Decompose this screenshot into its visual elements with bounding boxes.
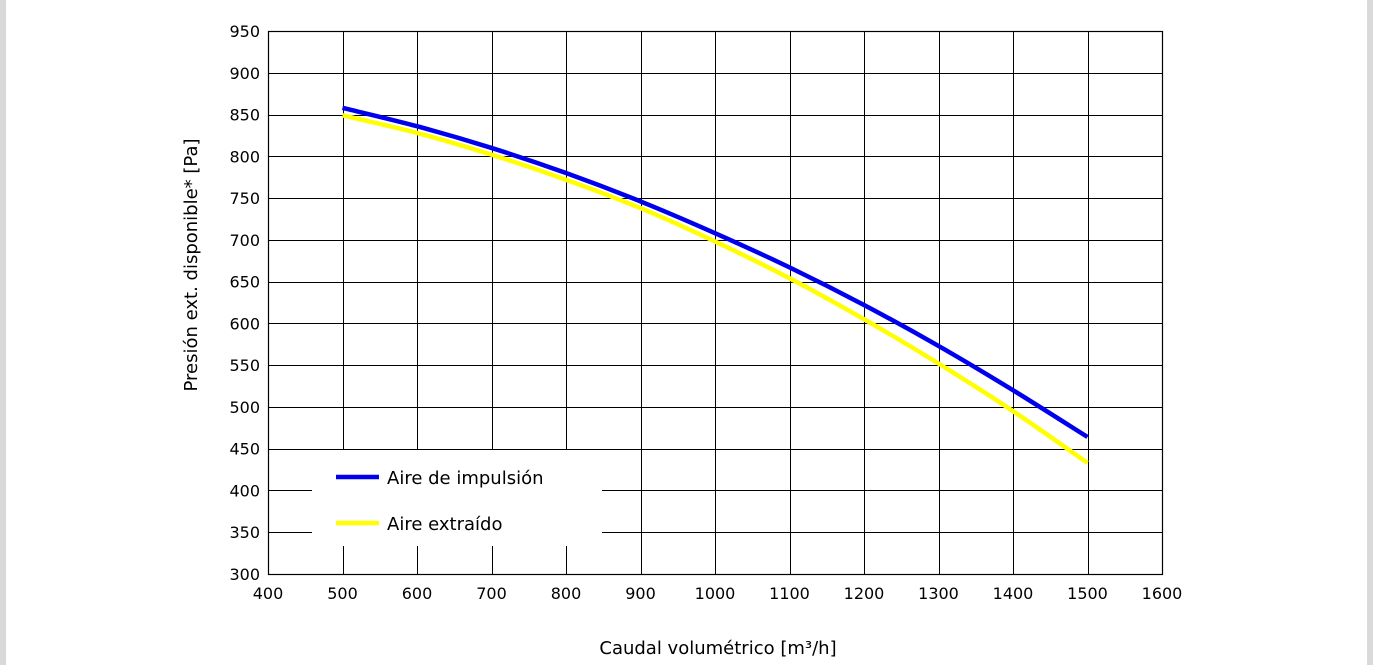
legend-label-impulsion: Aire de impulsión: [387, 468, 544, 489]
series-line-0: [341, 105, 1089, 439]
plot-border: [267, 30, 1164, 576]
x-tick-label: 400: [253, 584, 284, 603]
y-tick-label: 800: [229, 147, 260, 166]
series-line-1: [341, 113, 1089, 465]
tick-labels: 400 500 600 700 800 900 1000 1100 1200 1300 1400 15…: [229, 22, 1182, 603]
y-axis-title: Presión ext. disponible* [Pa]: [181, 138, 202, 391]
y-tick-label: 850: [229, 106, 260, 125]
x-tick-label: 900: [625, 584, 656, 603]
x-tick-label: 1500: [1067, 584, 1108, 603]
legend-label-extraido: Aire extraído: [387, 514, 502, 535]
y-tick-label: 650: [229, 273, 260, 292]
y-tick-label: 500: [229, 398, 260, 417]
y-tick-label: 700: [229, 231, 260, 250]
x-tick-label: 1400: [993, 584, 1034, 603]
x-tick-label: 1000: [695, 584, 736, 603]
y-tick-label: 400: [229, 481, 260, 500]
grid: [267, 30, 1164, 576]
x-tick-label: 1600: [1142, 584, 1183, 603]
y-tick-label: 350: [229, 523, 260, 542]
x-axis-title: Caudal volumétrico [m³/h]: [599, 638, 836, 659]
y-tick-label: 300: [229, 565, 260, 584]
chart: 400 500 600 700 800 900 1000 1100 1200 1300 1400 15…: [181, 22, 1182, 659]
y-tick-label: 600: [229, 314, 260, 333]
y-tick-label: 750: [229, 189, 260, 208]
chart-frame: 400 500 600 700 800 900 1000 1100 1200 1300 1400 15…: [6, 0, 1367, 665]
legend: Aire de impulsión Aire extraído: [312, 450, 602, 546]
y-tick-label: 900: [229, 64, 260, 83]
legend-box: [312, 450, 602, 546]
x-tick-label: 1100: [769, 584, 810, 603]
x-tick-label: 600: [402, 584, 433, 603]
series: [341, 105, 1089, 465]
y-tick-label: 950: [229, 22, 260, 41]
x-tick-label: 800: [551, 584, 582, 603]
y-tick-label: 550: [229, 356, 260, 375]
x-tick-label: 500: [327, 584, 358, 603]
x-tick-label: 1200: [844, 584, 885, 603]
x-tick-label: 700: [476, 584, 507, 603]
y-tick-label: 450: [229, 440, 260, 459]
x-tick-label: 1300: [918, 584, 959, 603]
